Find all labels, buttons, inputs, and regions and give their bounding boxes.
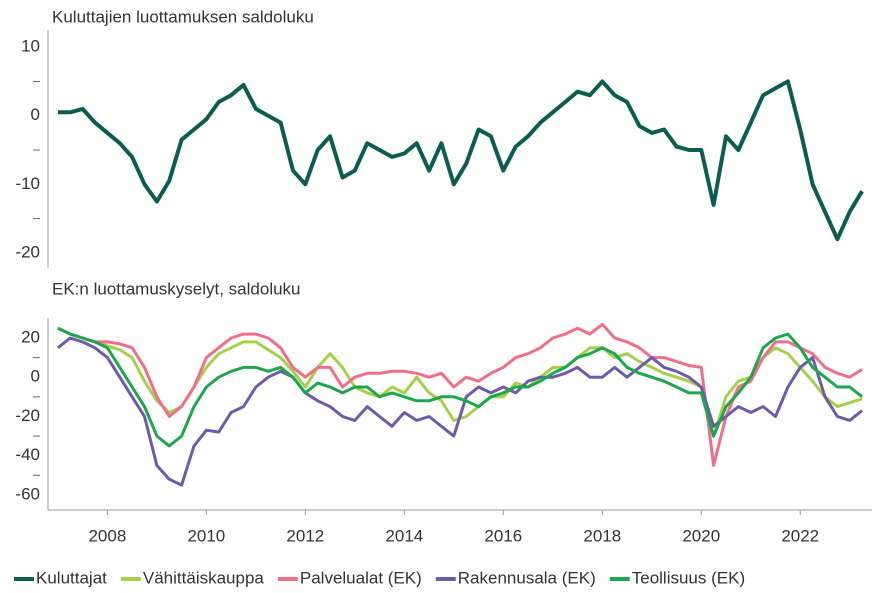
legend-label: Kuluttajat — [36, 568, 107, 587]
x-tick-label: 2012 — [286, 526, 324, 545]
y-tick-label: -60 — [15, 484, 40, 503]
panel-title: Kuluttajien luottamuksen saldoluku — [52, 7, 314, 26]
legend-label: Vähittäiskauppa — [143, 568, 265, 587]
y-tick-label: -20 — [15, 406, 40, 425]
legend-label: Rakennusala (EK) — [458, 568, 596, 587]
y-tick-label: 20 — [21, 327, 40, 346]
y-tick-label: -40 — [15, 445, 40, 464]
y-tick-label: -10 — [15, 174, 40, 193]
series-line — [56, 336, 864, 487]
x-tick-label: 2018 — [583, 526, 621, 545]
x-tick-label: 2016 — [484, 526, 522, 545]
y-tick-label: 0 — [31, 367, 40, 386]
series-line — [57, 322, 863, 467]
y-tick-label: 10 — [21, 37, 40, 56]
y-tick-label: 0 — [31, 105, 40, 124]
x-tick-label: 2008 — [88, 526, 126, 545]
panel-title: EK:n luottamuskyselyt, saldoluku — [52, 279, 301, 298]
x-tick-label: 2020 — [682, 526, 720, 545]
series-line — [57, 79, 864, 242]
y-tick-label: -20 — [15, 242, 40, 261]
series-line — [57, 326, 864, 448]
x-tick-label: 2022 — [781, 526, 819, 545]
x-tick-label: 2014 — [385, 526, 423, 545]
x-tick-label: 2010 — [187, 526, 225, 545]
legend-label: Palvelualat (EK) — [300, 568, 422, 587]
legend-label: Teollisuus (EK) — [632, 568, 745, 587]
